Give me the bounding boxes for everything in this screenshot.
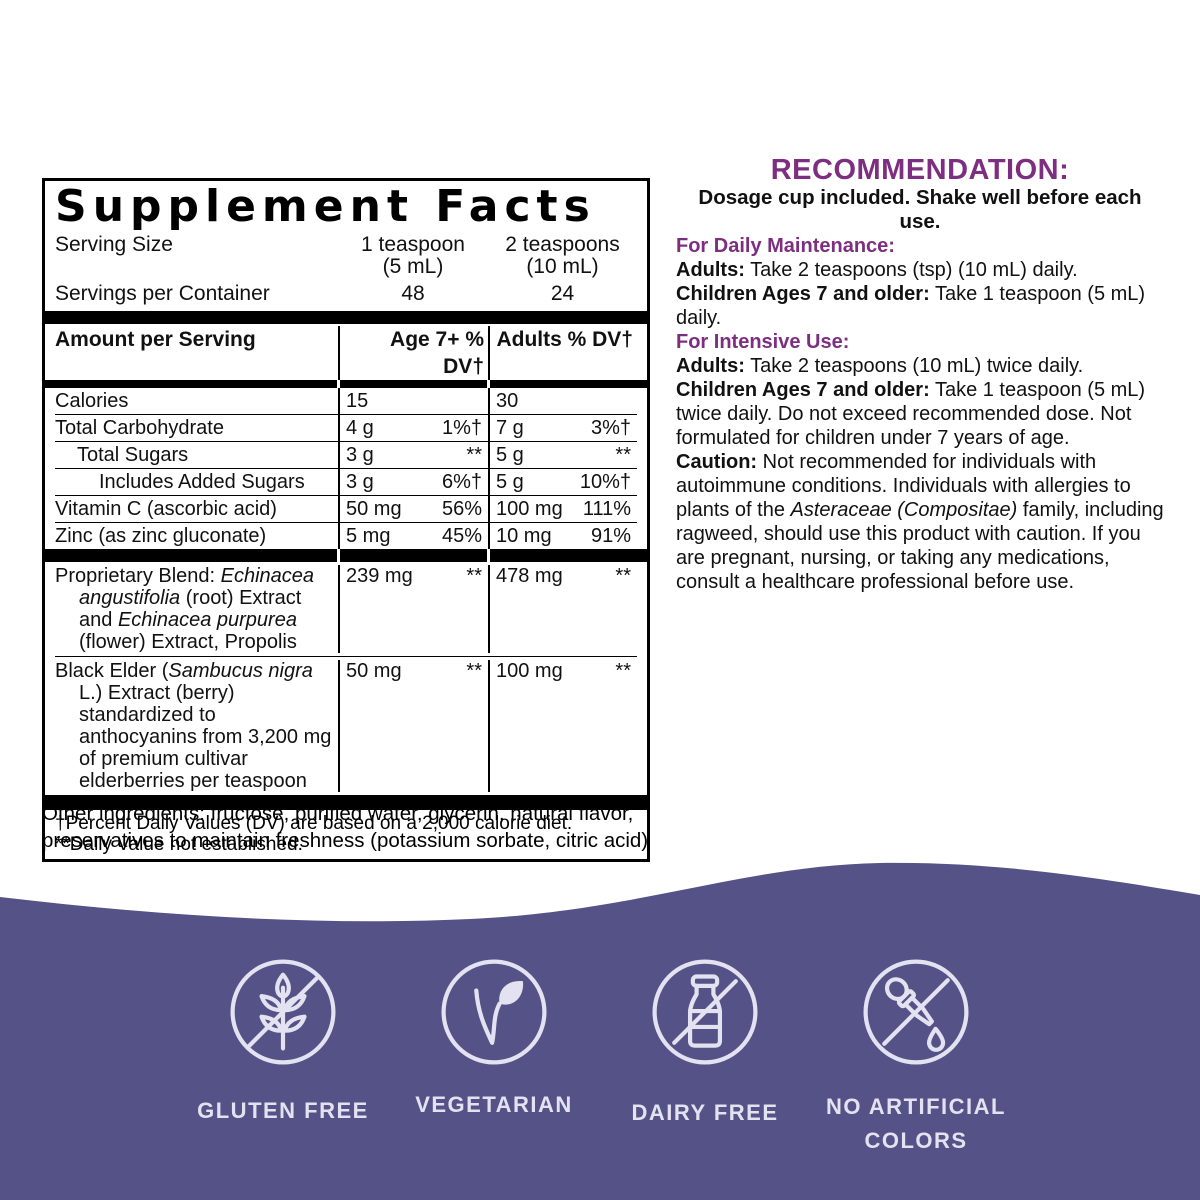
intensive-use-heading: For Intensive Use: xyxy=(676,331,850,353)
serving-size-label: Serving Size xyxy=(55,233,173,256)
badge-vegetarian: VEGETARIAN xyxy=(382,956,606,1122)
recommendation-heading: RECOMMENDATION: xyxy=(770,154,1070,186)
recommendation-section: RECOMMENDATION: Dosage cup included. Sha… xyxy=(676,154,1164,594)
servings-count-b: 24 xyxy=(550,282,575,305)
caution-paragraph: Caution: Not recommended for individuals… xyxy=(676,451,1164,593)
table-row: Zinc (as zinc gluconate) 5 mg 45% 10 mg 91… xyxy=(55,522,637,549)
table-row: Total Carbohydrate 4 g 1%† 7 g 3%† xyxy=(55,414,637,441)
other-ingredients: Other ingredients: fructose, purified wa… xyxy=(42,802,649,852)
table-row: Vitamin C (ascorbic acid) 50 mg 56% 100 m… xyxy=(55,495,637,522)
badge-gluten-free: GLUTEN FREE xyxy=(171,956,395,1128)
serving-info: Serving Size 1 teaspoon (5 mL) 2 teaspoon… xyxy=(55,234,637,307)
divider-bar xyxy=(45,311,647,324)
badge-label: GLUTEN FREE xyxy=(197,1098,369,1123)
dairy-free-icon xyxy=(652,959,758,1065)
supplement-facts-title: Supplement Facts xyxy=(55,181,596,232)
serving-size-col-b: 2 teaspoons (10 mL) xyxy=(505,233,620,278)
daily-children-line: Children Ages 7 and older: Take 1 teaspo… xyxy=(676,283,1146,329)
table-row: Total Sugars 3 g ** 5 g ** xyxy=(55,441,637,468)
vegetarian-icon xyxy=(441,959,547,1065)
footnote-dv: †Percent Daily Values (DV) are based on … xyxy=(55,813,573,834)
divider-bar-segmented xyxy=(45,549,647,562)
intensive-adults-line: Adults: Take 2 teaspoons (10 mL) twice d… xyxy=(676,355,1084,377)
table-header-row: Amount per Serving Age 7+ % DV† Adults %… xyxy=(55,326,637,380)
column-header-age7: Age 7+ % DV† xyxy=(338,326,488,380)
daily-adults-line: Adults: Take 2 teaspoons (tsp) (10 mL) d… xyxy=(676,259,1078,281)
badge-label: NO ARTIFICIAL COLORS xyxy=(826,1094,1006,1153)
supplement-facts-panel: Supplement Facts Serving Size 1 teaspoon… xyxy=(42,178,650,862)
black-elder-row: Black Elder (Sambucus nigra L.) Extract … xyxy=(55,656,637,795)
proprietary-blend-row: Proprietary Blend: Echinacea angustifoli… xyxy=(55,562,637,656)
footnote-not-established: **Daily Value not established. xyxy=(55,834,303,855)
servings-per-container-label: Servings per Container xyxy=(55,282,270,305)
dosage-note: Dosage cup included. Shake well before e… xyxy=(698,186,1142,233)
badge-label: VEGETARIAN xyxy=(415,1092,573,1117)
servings-count-a: 48 xyxy=(401,282,425,305)
badges-band: GLUTEN FREE VEGETARIAN DAIRY FREE xyxy=(0,929,1200,1200)
band-wave-edge xyxy=(0,862,1200,930)
badge-label: DAIRY FREE xyxy=(631,1100,779,1125)
serving-size-col-a: 1 teaspoon (5 mL) xyxy=(361,233,465,278)
table-row: Includes Added Sugars 3 g 6%† 5 g 10%† xyxy=(55,468,637,495)
divider-bar-segmented xyxy=(45,380,647,388)
serving-size-row: Serving Size 1 teaspoon (5 mL) 2 teaspoon… xyxy=(55,234,637,280)
daily-maintenance-heading: For Daily Maintenance: xyxy=(676,235,895,257)
gluten-free-icon xyxy=(230,959,336,1065)
column-header-adults: Adults % DV† xyxy=(488,326,637,380)
divider-bar xyxy=(45,795,647,810)
badge-no-artificial-colors: NO ARTIFICIAL COLORS xyxy=(804,956,1028,1158)
intensive-children-line: Children Ages 7 and older: Take 1 teaspo… xyxy=(676,379,1146,449)
column-header-amount: Amount per Serving xyxy=(55,328,256,351)
badge-dairy-free: DAIRY FREE xyxy=(593,956,817,1130)
footnotes: †Percent Daily Values (DV) are based on … xyxy=(55,810,637,855)
no-artificial-colors-icon xyxy=(863,959,969,1065)
servings-per-container-row: Servings per Container 48 24 xyxy=(55,283,637,307)
table-row: Calories 15 30 xyxy=(55,388,637,414)
